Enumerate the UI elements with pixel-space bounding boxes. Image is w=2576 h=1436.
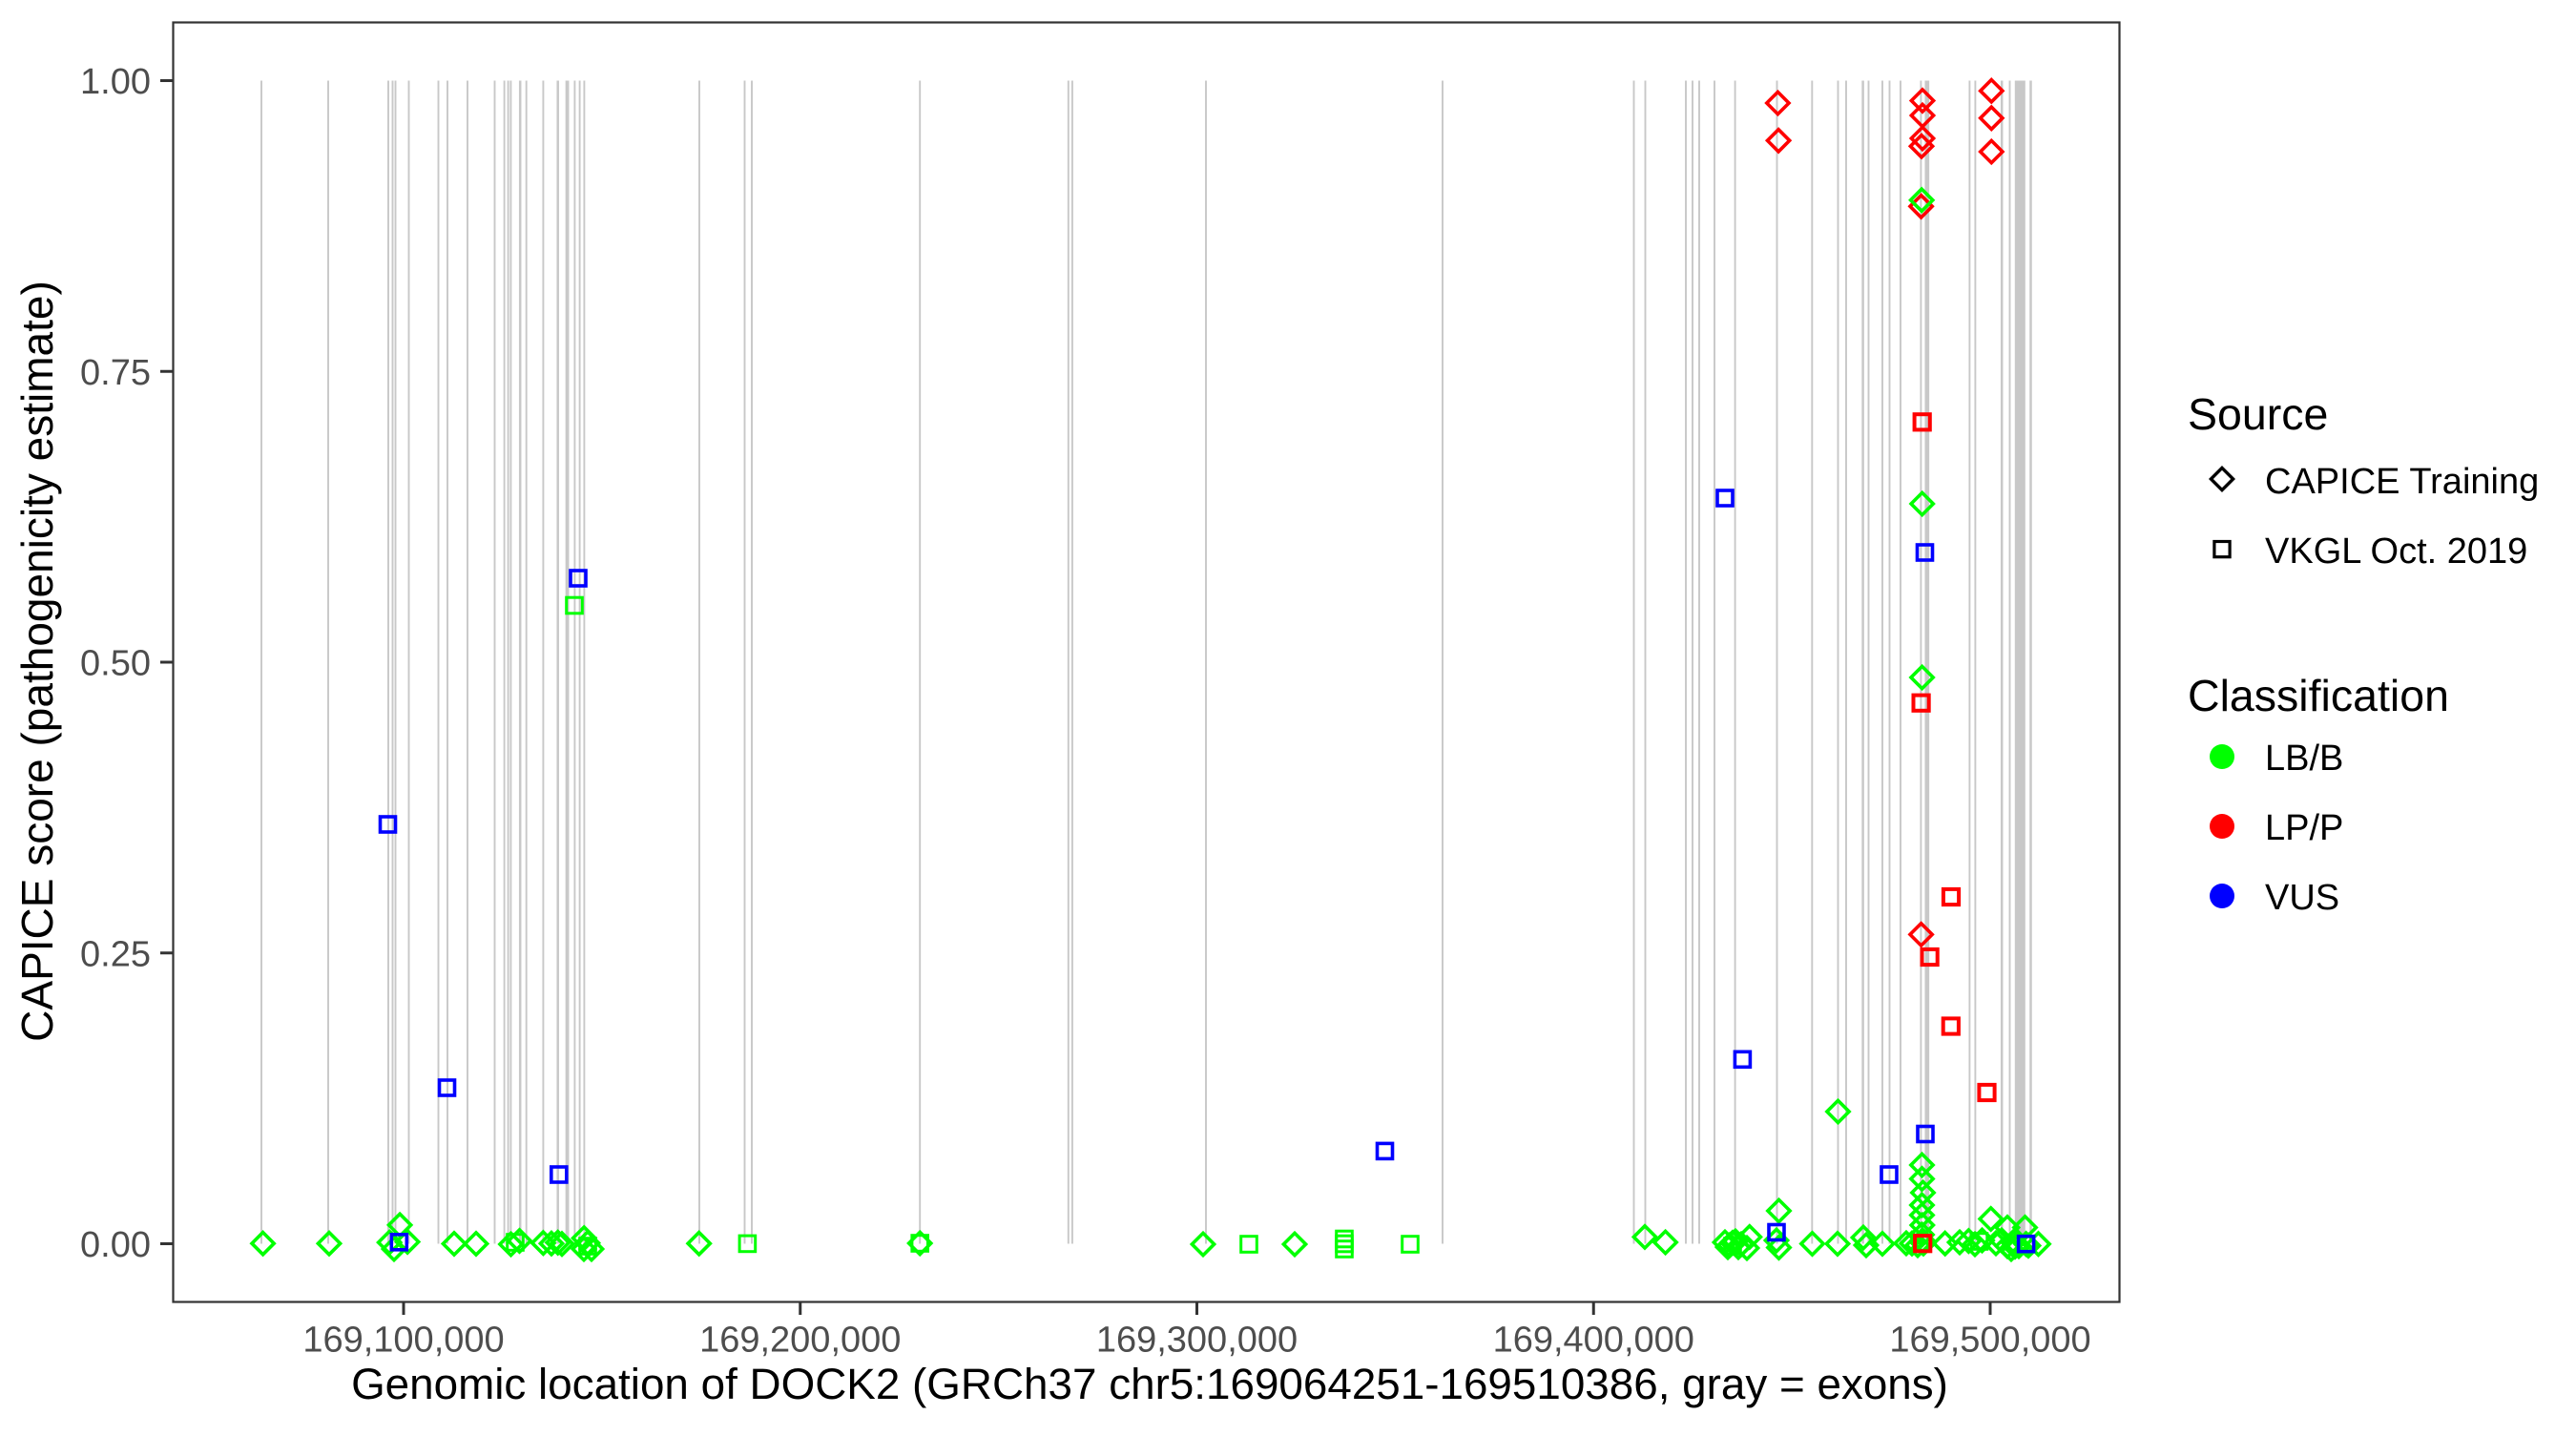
- svg-text:Genomic location of DOCK2 (GRC: Genomic location of DOCK2 (GRCh37 chr5:1…: [351, 1360, 1948, 1408]
- svg-text:169,300,000: 169,300,000: [1096, 1321, 1298, 1361]
- svg-text:169,500,000: 169,500,000: [1889, 1321, 2090, 1361]
- svg-text:LB/B: LB/B: [2265, 739, 2343, 779]
- svg-text:0.25: 0.25: [80, 934, 151, 974]
- svg-text:169,100,000: 169,100,000: [302, 1321, 504, 1361]
- svg-text:169,400,000: 169,400,000: [1493, 1321, 1694, 1361]
- svg-text:VKGL Oct. 2019: VKGL Oct. 2019: [2265, 531, 2527, 572]
- svg-text:1.00: 1.00: [80, 62, 151, 102]
- svg-text:LP/P: LP/P: [2265, 808, 2343, 848]
- svg-text:CAPICE score (pathogenicity es: CAPICE score (pathogenicity estimate): [12, 281, 62, 1042]
- svg-text:Classification: Classification: [2188, 671, 2449, 720]
- svg-text:Source: Source: [2188, 389, 2328, 439]
- svg-text:0.50: 0.50: [80, 644, 151, 684]
- svg-text:CAPICE Training: CAPICE Training: [2265, 462, 2539, 502]
- svg-text:0.75: 0.75: [80, 353, 151, 393]
- svg-text:VUS: VUS: [2265, 878, 2339, 918]
- svg-text:169,200,000: 169,200,000: [699, 1321, 901, 1361]
- svg-text:0.00: 0.00: [80, 1225, 151, 1265]
